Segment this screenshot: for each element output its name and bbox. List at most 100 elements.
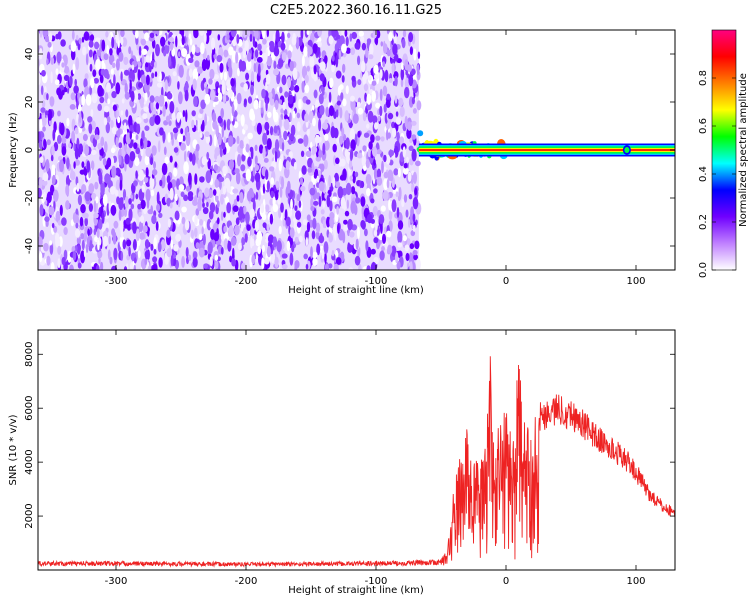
noise-blob bbox=[52, 174, 56, 185]
noise-blob bbox=[341, 43, 347, 54]
noise-blob bbox=[69, 170, 76, 181]
noise-blob bbox=[183, 194, 189, 202]
noise-blob bbox=[387, 112, 394, 120]
noise-blob bbox=[331, 249, 335, 257]
noise-blob bbox=[326, 194, 331, 208]
noise-blob bbox=[228, 46, 234, 56]
noise-blob bbox=[325, 106, 330, 117]
noise-blob bbox=[201, 119, 205, 131]
noise-blob bbox=[333, 263, 339, 270]
noise-blob bbox=[99, 96, 105, 104]
noise-blob bbox=[287, 50, 292, 60]
noise-blob bbox=[140, 215, 145, 224]
noise-blob bbox=[114, 167, 121, 176]
noise-blob bbox=[314, 134, 321, 144]
noise-blob bbox=[266, 138, 272, 150]
noise-blob bbox=[149, 95, 155, 103]
noise-blob bbox=[223, 119, 226, 131]
noise-blob bbox=[123, 56, 129, 66]
noise-blob bbox=[152, 256, 158, 263]
noise-blob bbox=[191, 119, 195, 129]
noise-blob bbox=[339, 158, 346, 167]
noise-blob bbox=[266, 245, 271, 258]
noise-blob bbox=[192, 78, 197, 91]
noise-blob bbox=[296, 36, 300, 50]
noise-blob bbox=[411, 148, 417, 162]
noise-blob bbox=[39, 118, 43, 131]
noise-blob bbox=[112, 231, 117, 245]
noise-blob bbox=[193, 195, 198, 205]
noise-blob bbox=[223, 211, 226, 218]
noise-blob bbox=[364, 70, 369, 80]
noise-blob bbox=[322, 89, 325, 96]
noise-blob bbox=[188, 33, 192, 40]
noise-blob bbox=[411, 182, 415, 193]
noise-blob bbox=[301, 80, 305, 93]
noise-blob bbox=[382, 190, 389, 201]
noise-blob bbox=[142, 225, 148, 233]
noise-blob bbox=[161, 163, 168, 175]
noise-blob bbox=[138, 82, 143, 89]
noise-blob bbox=[74, 159, 80, 166]
noise-blob bbox=[88, 49, 93, 58]
noise-blob bbox=[210, 228, 215, 240]
noise-blob bbox=[349, 231, 355, 238]
noise-blob bbox=[244, 233, 248, 243]
noise-blob bbox=[332, 176, 336, 188]
noise-blob bbox=[366, 265, 371, 270]
noise-blob bbox=[113, 220, 119, 229]
noise-blob bbox=[357, 55, 361, 66]
noise-blob bbox=[341, 127, 345, 138]
noise-blob bbox=[78, 104, 82, 114]
noise-blob bbox=[96, 228, 100, 239]
noise-blob bbox=[214, 152, 218, 160]
noise-blob bbox=[284, 114, 288, 120]
noise-blob bbox=[349, 175, 353, 182]
noise-blob bbox=[269, 126, 274, 136]
noise-blob bbox=[240, 114, 245, 127]
noise-blob bbox=[293, 161, 297, 170]
noise-blob bbox=[209, 68, 215, 80]
noise-blob bbox=[331, 55, 335, 62]
noise-blob bbox=[263, 257, 270, 265]
noise-blob bbox=[405, 252, 410, 262]
noise-blob bbox=[172, 71, 177, 77]
noise-blob bbox=[213, 74, 219, 80]
noise-blob bbox=[290, 124, 296, 137]
noise-blob bbox=[81, 36, 85, 43]
noise-blob bbox=[278, 57, 284, 68]
noise-blob bbox=[59, 204, 63, 216]
noise-blob bbox=[386, 49, 391, 57]
noise-blob bbox=[107, 249, 111, 260]
noise-blob bbox=[193, 30, 199, 39]
signal-blip bbox=[624, 147, 630, 153]
noise-blob bbox=[201, 226, 204, 235]
noise-blob bbox=[342, 98, 347, 107]
noise-blob bbox=[238, 206, 244, 219]
noise-blob bbox=[198, 247, 205, 258]
noise-blob bbox=[138, 221, 144, 233]
noise-blob bbox=[384, 69, 389, 83]
noise-blob bbox=[182, 110, 186, 118]
noise-blob bbox=[141, 48, 148, 55]
noise-blob bbox=[73, 161, 76, 169]
noise-blob bbox=[398, 97, 404, 107]
noise-blob bbox=[197, 119, 200, 133]
noise-blob bbox=[194, 214, 198, 226]
noise-blob bbox=[46, 93, 49, 101]
noise-blob bbox=[90, 109, 94, 117]
noise-blob bbox=[331, 64, 335, 73]
noise-blob bbox=[87, 116, 93, 123]
noise-blob bbox=[372, 205, 378, 217]
noise-blob bbox=[298, 235, 303, 243]
noise-blob bbox=[278, 159, 282, 172]
noise-blob bbox=[357, 130, 361, 138]
noise-blob bbox=[187, 194, 194, 202]
noise-blob bbox=[380, 221, 383, 234]
noise-blob bbox=[280, 202, 284, 213]
noise-blob bbox=[336, 100, 342, 106]
noise-blob bbox=[240, 164, 246, 172]
noise-blob bbox=[43, 242, 49, 252]
noise-blob bbox=[103, 117, 108, 126]
